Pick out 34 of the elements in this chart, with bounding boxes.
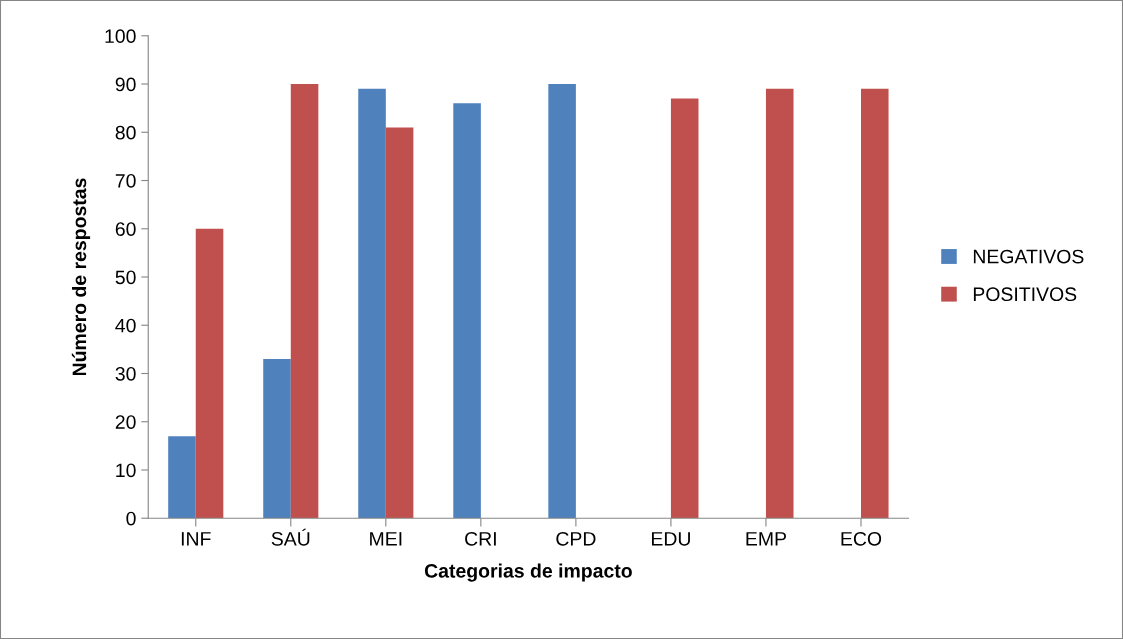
bar bbox=[358, 88, 386, 519]
y-tick-label: 50 bbox=[115, 270, 136, 285]
y-tick-label: 60 bbox=[115, 222, 136, 236]
y-tick-label: 10 bbox=[116, 463, 136, 478]
bar bbox=[195, 228, 224, 519]
bar bbox=[263, 359, 291, 519]
y-tick-label: 70 bbox=[115, 173, 136, 188]
bar bbox=[670, 98, 699, 519]
y-tick-label: 30 bbox=[115, 366, 136, 381]
x-axis-title: Categorias de impacto bbox=[424, 563, 632, 582]
y-tick-label: 90 bbox=[115, 77, 136, 92]
bar bbox=[385, 127, 414, 519]
x-tick-label: EMP bbox=[746, 532, 786, 546]
x-tick-label: ECO bbox=[841, 531, 882, 546]
bar bbox=[453, 103, 481, 519]
bar bbox=[860, 88, 889, 519]
y-tick-label: 80 bbox=[115, 125, 136, 140]
x-tick-label: CRI bbox=[465, 531, 496, 546]
bar bbox=[290, 84, 319, 519]
x-tick-label: EDU bbox=[651, 532, 690, 546]
y-axis-title: Número de respostas bbox=[71, 178, 91, 376]
legend-label: NEGATIVOS bbox=[973, 249, 1084, 264]
y-tick-label: 20 bbox=[115, 415, 136, 429]
bar bbox=[765, 88, 794, 519]
bar bbox=[168, 436, 196, 519]
x-tick-label: INF bbox=[181, 532, 211, 546]
x-tick-label: MEI bbox=[370, 532, 402, 546]
y-tick-label: 100 bbox=[105, 29, 136, 44]
legend-label: POSITIVOS bbox=[973, 287, 1077, 302]
y-tick-label: 0 bbox=[126, 511, 136, 526]
y-tick-label: 40 bbox=[115, 318, 136, 333]
bar bbox=[548, 84, 576, 519]
x-tick-label: CPD bbox=[556, 531, 596, 546]
x-tick-label: SAÚ bbox=[271, 528, 310, 546]
